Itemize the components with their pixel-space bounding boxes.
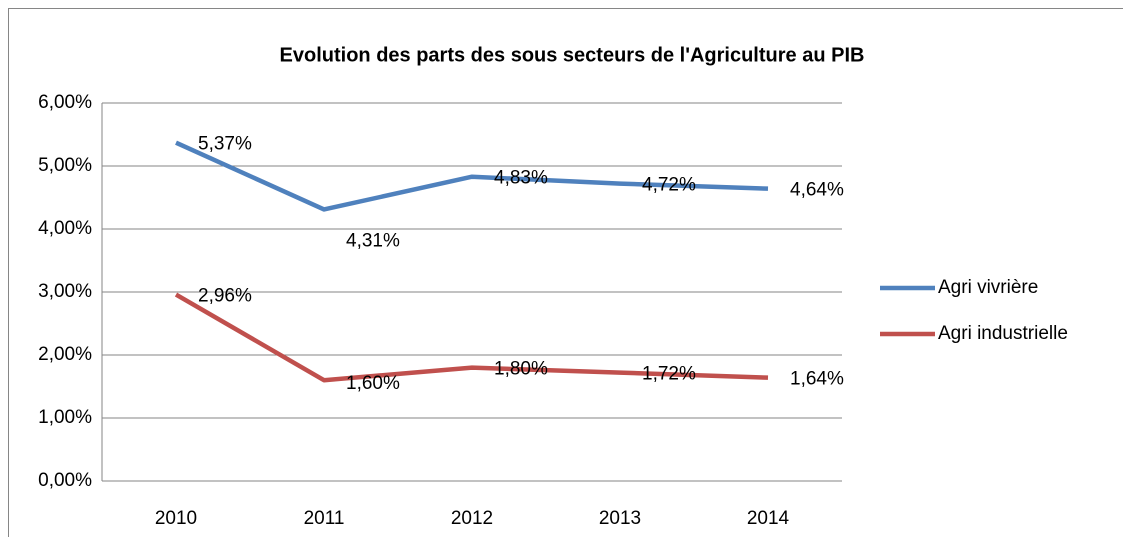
y-tick-label: 6,00% (38, 92, 92, 113)
x-tick-label: 2012 (451, 508, 493, 529)
data-label: 1,60% (346, 373, 400, 394)
y-tick-label: 2,00% (38, 344, 92, 365)
y-tick-label: 4,00% (38, 218, 92, 239)
y-tick-label: 1,00% (38, 407, 92, 428)
x-tick-label: 2014 (747, 508, 790, 529)
chart-title: Evolution des parts des sous secteurs de… (280, 44, 865, 66)
data-label: 4,83% (494, 168, 548, 189)
y-tick-label: 0,00% (38, 470, 92, 491)
legend-label: Agri vivrière (938, 277, 1038, 298)
data-label: 1,72% (642, 364, 696, 385)
series-line (174, 292, 769, 383)
x-tick-label: 2010 (155, 508, 197, 529)
x-tick-label: 2011 (304, 508, 345, 529)
y-tick-label: 3,00% (38, 281, 92, 302)
series-line (175, 140, 769, 212)
data-label: 5,37% (198, 134, 252, 155)
y-tick-label: 5,00% (38, 155, 92, 176)
data-label: 1,64% (790, 369, 844, 390)
data-label: 2,96% (198, 286, 252, 307)
data-label: 4,72% (642, 175, 696, 196)
legend-label: Agri industrielle (938, 323, 1068, 344)
chart-border (8, 8, 1123, 537)
x-tick-label: 2013 (599, 508, 641, 529)
data-label: 1,80% (494, 359, 548, 380)
data-label: 4,64% (790, 180, 844, 201)
data-label: 4,31% (346, 230, 400, 251)
